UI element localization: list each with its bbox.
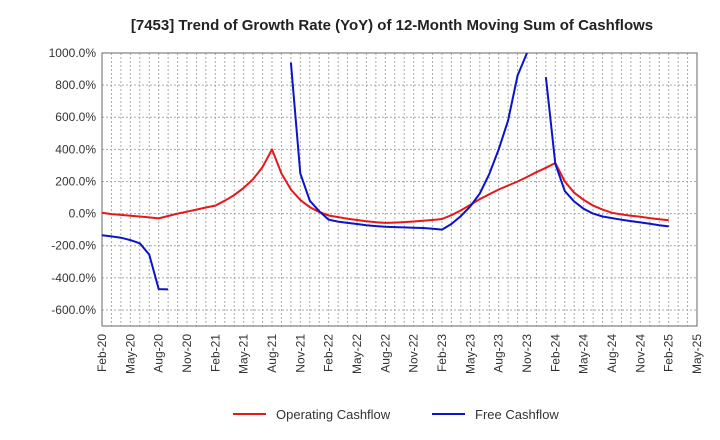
y-tick-label: 800.0% xyxy=(55,78,96,92)
x-tick-label: Aug-20 xyxy=(152,334,166,373)
x-tick-label: Nov-22 xyxy=(407,334,421,373)
legend: Operating Cashflow Free Cashflow xyxy=(233,407,559,422)
series-line-free-cashflow xyxy=(289,53,528,231)
grid xyxy=(102,52,697,326)
legend-label-free-cashflow: Free Cashflow xyxy=(475,407,559,422)
x-tick-label: Feb-25 xyxy=(662,334,676,372)
y-tick-label: 1000.0% xyxy=(49,46,97,60)
x-tick-label: May-21 xyxy=(237,334,251,374)
y-tick-label: 400.0% xyxy=(55,142,96,156)
y-tick-label: -200.0% xyxy=(51,239,96,253)
x-tick-label: Nov-23 xyxy=(520,334,534,373)
x-tick-label: May-22 xyxy=(350,334,364,374)
series-line-free-cashflow xyxy=(544,76,669,228)
x-tick-label: Feb-21 xyxy=(208,334,222,372)
x-tick-label: Aug-21 xyxy=(265,334,279,373)
y-tick-label: 200.0% xyxy=(55,174,96,188)
x-axis-ticks: Feb-20 May-20 Aug-20 Nov-20 Feb-21 May-21 Aug-… xyxy=(95,334,704,374)
y-axis-ticks: -600.0% -400.0% -200.0% 0.0% 200.0% 400.0% 600… xyxy=(49,46,97,317)
x-tick-label: May-24 xyxy=(577,334,591,374)
chart-title: [7453] Trend of Growth Rate (YoY) of 12-… xyxy=(131,17,653,34)
x-tick-label: Feb-24 xyxy=(548,334,562,372)
y-tick-label: 0.0% xyxy=(69,207,97,221)
plot-area xyxy=(101,52,698,327)
x-tick-label: Feb-23 xyxy=(435,334,449,372)
y-tick-label: -400.0% xyxy=(51,271,96,285)
x-tick-label: Nov-20 xyxy=(180,334,194,373)
x-tick-label: Nov-21 xyxy=(293,334,307,373)
y-tick-label: 600.0% xyxy=(55,110,96,124)
x-tick-label: May-20 xyxy=(123,334,137,374)
x-tick-label: May-23 xyxy=(463,334,477,374)
x-tick-label: Feb-20 xyxy=(95,334,109,372)
series-line-free-cashflow xyxy=(102,234,169,291)
x-tick-label: Nov-24 xyxy=(633,334,647,373)
series-lines xyxy=(102,53,669,291)
x-tick-label: Aug-24 xyxy=(605,334,619,373)
y-tick-label: -600.0% xyxy=(51,303,96,317)
x-tick-label: Feb-22 xyxy=(322,334,336,372)
x-tick-label: Aug-23 xyxy=(492,334,506,373)
legend-label-operating-cashflow: Operating Cashflow xyxy=(276,407,391,422)
series-line-operating-cashflow xyxy=(102,148,669,224)
x-tick-label: May-25 xyxy=(690,334,704,374)
x-tick-label: Aug-22 xyxy=(378,334,392,373)
